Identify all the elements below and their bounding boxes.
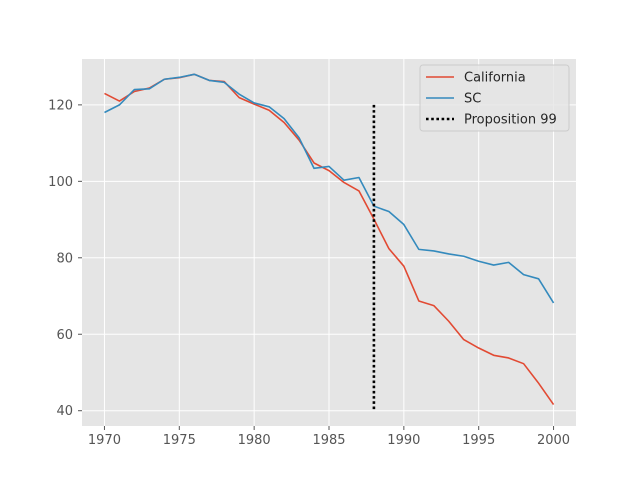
y-tick-label: 120 bbox=[48, 98, 73, 113]
legend-label: SC bbox=[464, 92, 481, 107]
legend: California SC Proposition 99 bbox=[419, 64, 570, 132]
x-tick-label: 1970 bbox=[88, 433, 121, 448]
legend-box bbox=[419, 64, 570, 132]
x-tick-label: 1990 bbox=[387, 433, 420, 448]
y-tick-label: 80 bbox=[56, 251, 73, 266]
y-tick-label: 40 bbox=[56, 404, 73, 419]
x-tick-label: 1975 bbox=[163, 433, 196, 448]
x-tick-label: 1980 bbox=[238, 433, 271, 448]
series-line-sc bbox=[104, 73, 555, 304]
y-tick-label: 60 bbox=[56, 328, 73, 343]
x-tick-label: 1995 bbox=[462, 433, 495, 448]
y-tick-label: 100 bbox=[48, 175, 73, 190]
legend-label: California bbox=[464, 71, 526, 86]
series-lines bbox=[104, 73, 555, 411]
grid bbox=[82, 59, 576, 426]
legend-label: Proposition 99 bbox=[464, 113, 557, 128]
x-tick-label: 2000 bbox=[537, 433, 570, 448]
x-tick-label: 1985 bbox=[312, 433, 345, 448]
axis-ticks: 1970 1975 1980 1985 1990 1995 2000 40 60 80 100 120 bbox=[48, 98, 570, 448]
